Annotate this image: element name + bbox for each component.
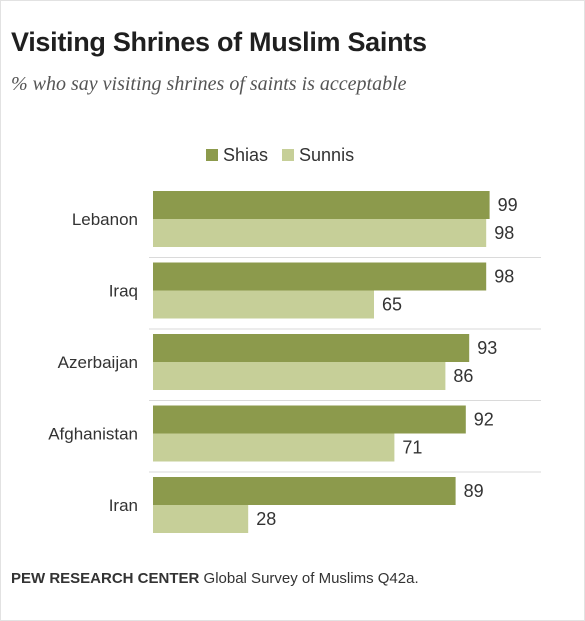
legend-swatch-sunnis xyxy=(282,149,295,161)
value-label-shias-iraq: 98 xyxy=(494,267,514,287)
category-label-lebanon: Lebanon xyxy=(72,210,138,229)
footer-source: PEW RESEARCH CENTER xyxy=(11,570,200,587)
value-label-shias-iran: 89 xyxy=(464,481,484,501)
bar-shias-lebanon xyxy=(153,191,490,219)
legend-item-sunnis: Sunnis xyxy=(282,145,354,166)
bar-shias-azerbaijan xyxy=(153,334,470,362)
value-label-sunnis-iraq: 65 xyxy=(382,295,402,315)
value-label-sunnis-lebanon: 98 xyxy=(494,223,514,243)
footer-note: Global Survey of Muslims Q42a. xyxy=(203,570,419,587)
legend-label-shias: Shias xyxy=(223,144,269,165)
legend-label-sunnis: Sunnis xyxy=(299,144,355,165)
legend-swatch-shias xyxy=(206,149,218,161)
bar-sunnis-lebanon xyxy=(153,219,487,247)
value-label-shias-azerbaijan: 93 xyxy=(477,338,497,358)
category-label-azerbaijan: Azerbaijan xyxy=(58,353,138,372)
footer: PEW RESEARCH CENTER Global Survey of Mus… xyxy=(11,570,419,587)
bar-sunnis-afghanistan xyxy=(153,433,395,462)
value-label-sunnis-iran: 28 xyxy=(256,509,276,529)
bar-sunnis-iran xyxy=(153,505,249,533)
legend-item-shias: Shias xyxy=(206,145,268,166)
bar-shias-afghanistan xyxy=(153,405,466,434)
value-label-shias-afghanistan: 92 xyxy=(474,410,494,430)
value-label-sunnis-afghanistan: 71 xyxy=(402,438,422,458)
category-label-iran: Iran xyxy=(109,496,138,515)
category-label-iraq: Iraq xyxy=(109,282,138,301)
value-label-sunnis-azerbaijan: 86 xyxy=(453,366,473,386)
legend: Shias Sunnis xyxy=(206,143,368,167)
bar-shias-iran xyxy=(153,477,456,505)
bar-shias-iraq xyxy=(153,262,487,291)
bar-sunnis-azerbaijan xyxy=(153,362,446,390)
chart-title: Visiting Shrines of Muslim Saints xyxy=(11,27,427,57)
value-label-shias-lebanon: 99 xyxy=(498,195,518,215)
category-label-afghanistan: Afghanistan xyxy=(48,425,138,444)
chart-subtitle: % who say visiting shrines of saints is … xyxy=(11,73,407,95)
bar-sunnis-iraq xyxy=(153,290,374,319)
